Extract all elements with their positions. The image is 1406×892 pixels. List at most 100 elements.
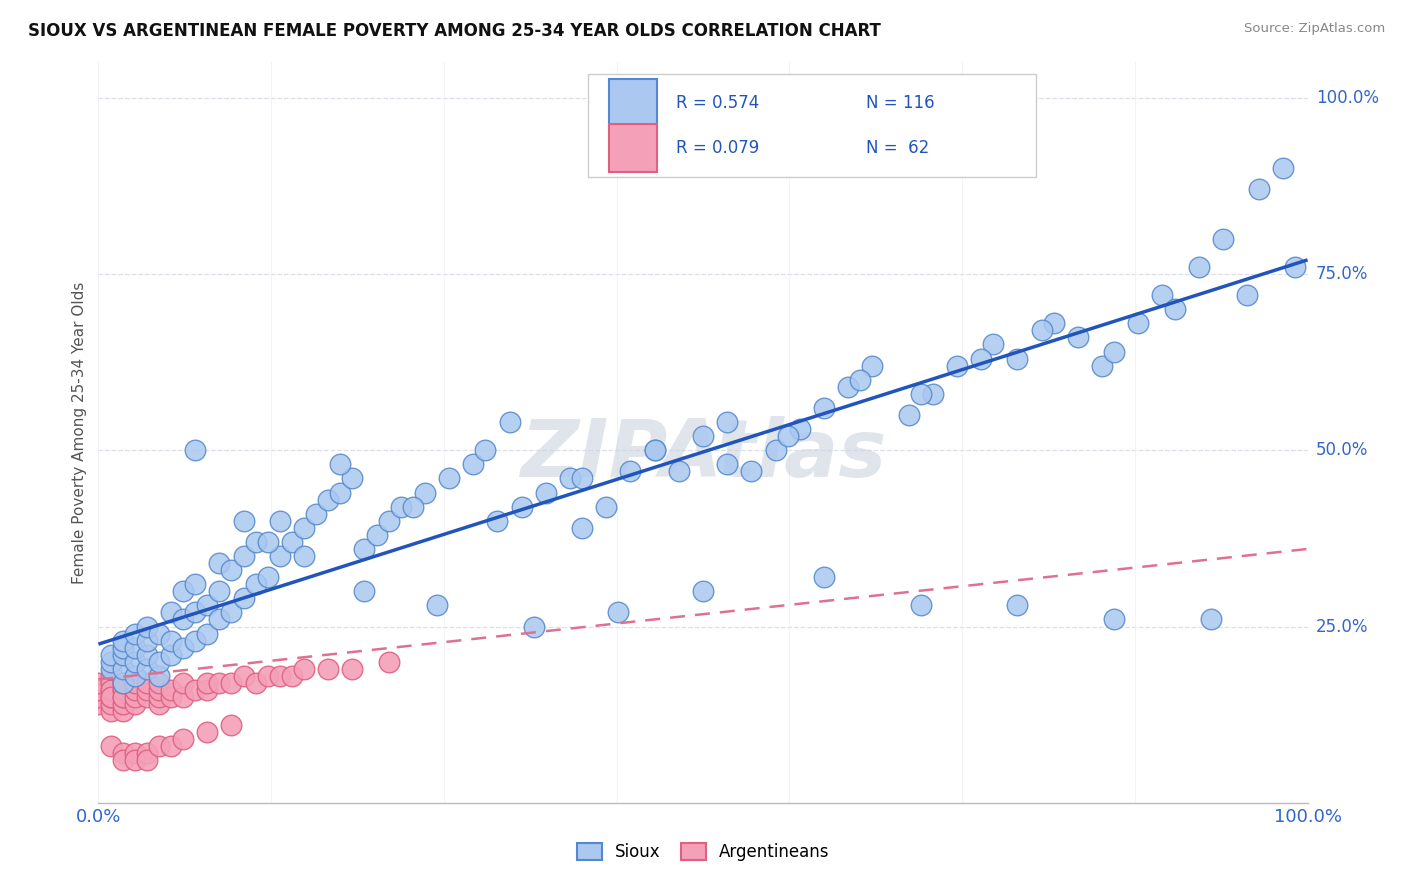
Point bbox=[172, 640, 194, 655]
Point bbox=[111, 697, 134, 711]
Point bbox=[111, 648, 134, 662]
Text: R = 0.574: R = 0.574 bbox=[676, 95, 759, 112]
Point bbox=[195, 676, 218, 690]
Point bbox=[148, 697, 170, 711]
Point bbox=[160, 606, 183, 620]
Point bbox=[813, 401, 835, 415]
Point bbox=[256, 535, 278, 549]
Point bbox=[172, 584, 194, 599]
Point bbox=[897, 408, 920, 422]
Point bbox=[463, 458, 485, 472]
Point bbox=[1163, 302, 1185, 317]
Point bbox=[148, 676, 170, 690]
Point bbox=[776, 429, 799, 443]
Point bbox=[221, 676, 243, 690]
Point bbox=[100, 648, 122, 662]
Point bbox=[245, 676, 267, 690]
Point bbox=[100, 683, 122, 698]
Text: SIOUX VS ARGENTINEAN FEMALE POVERTY AMONG 25-34 YEAR OLDS CORRELATION CHART: SIOUX VS ARGENTINEAN FEMALE POVERTY AMON… bbox=[28, 22, 882, 40]
Legend: Sioux, Argentineans: Sioux, Argentineans bbox=[576, 843, 830, 861]
Point bbox=[1284, 260, 1306, 274]
Point bbox=[426, 599, 449, 613]
Point bbox=[135, 676, 157, 690]
Point bbox=[124, 747, 146, 761]
Point bbox=[256, 669, 278, 683]
Point bbox=[353, 541, 375, 556]
Text: 75.0%: 75.0% bbox=[1316, 265, 1368, 283]
Point bbox=[148, 655, 170, 669]
Point bbox=[668, 464, 690, 478]
Point bbox=[208, 612, 231, 626]
Point bbox=[558, 471, 581, 485]
Point bbox=[389, 500, 412, 514]
Text: ZIPAtlas: ZIPAtlas bbox=[520, 416, 886, 494]
Point bbox=[111, 683, 134, 698]
Point bbox=[1249, 182, 1271, 196]
Point bbox=[184, 577, 207, 591]
Point bbox=[1212, 232, 1234, 246]
Text: R = 0.079: R = 0.079 bbox=[676, 138, 759, 157]
Point bbox=[474, 443, 496, 458]
Point bbox=[523, 619, 546, 633]
Point bbox=[619, 464, 641, 478]
Point bbox=[160, 690, 183, 704]
Point bbox=[1091, 359, 1114, 373]
Point bbox=[124, 754, 146, 768]
Point bbox=[111, 754, 134, 768]
Point bbox=[860, 359, 883, 373]
Point bbox=[111, 683, 134, 698]
Point bbox=[910, 599, 932, 613]
Point bbox=[413, 485, 436, 500]
Point bbox=[100, 704, 122, 718]
FancyBboxPatch shape bbox=[609, 79, 657, 128]
Point bbox=[510, 500, 533, 514]
Point bbox=[100, 676, 122, 690]
Point bbox=[160, 633, 183, 648]
Point bbox=[124, 626, 146, 640]
Point bbox=[111, 676, 134, 690]
Point bbox=[208, 556, 231, 570]
Point bbox=[692, 584, 714, 599]
Point bbox=[111, 704, 134, 718]
Text: N = 116: N = 116 bbox=[866, 95, 935, 112]
Point bbox=[100, 697, 122, 711]
Point bbox=[195, 725, 218, 739]
Point bbox=[135, 633, 157, 648]
Point bbox=[111, 690, 134, 704]
Point bbox=[100, 676, 122, 690]
Point bbox=[135, 619, 157, 633]
Point bbox=[111, 676, 134, 690]
Point bbox=[292, 549, 315, 563]
Point bbox=[644, 443, 666, 458]
Point bbox=[692, 429, 714, 443]
Point bbox=[813, 570, 835, 584]
Point bbox=[571, 521, 593, 535]
Point bbox=[124, 676, 146, 690]
Point bbox=[377, 514, 399, 528]
Point bbox=[172, 676, 194, 690]
Point bbox=[1042, 316, 1064, 330]
Point bbox=[100, 669, 122, 683]
Point bbox=[245, 577, 267, 591]
Point bbox=[292, 662, 315, 676]
Point bbox=[135, 754, 157, 768]
Point bbox=[353, 584, 375, 599]
Point bbox=[1272, 161, 1295, 176]
Point bbox=[111, 640, 134, 655]
Point bbox=[148, 626, 170, 640]
Point bbox=[184, 683, 207, 698]
Point bbox=[316, 492, 339, 507]
Point bbox=[148, 690, 170, 704]
Point bbox=[87, 690, 110, 704]
Point bbox=[402, 500, 425, 514]
Point bbox=[292, 521, 315, 535]
Point bbox=[281, 669, 304, 683]
Point bbox=[172, 690, 194, 704]
Point bbox=[789, 422, 811, 436]
Point bbox=[195, 683, 218, 698]
Point bbox=[981, 337, 1004, 351]
Point bbox=[160, 739, 183, 754]
Point bbox=[765, 443, 787, 458]
Point bbox=[342, 662, 364, 676]
Point bbox=[124, 697, 146, 711]
